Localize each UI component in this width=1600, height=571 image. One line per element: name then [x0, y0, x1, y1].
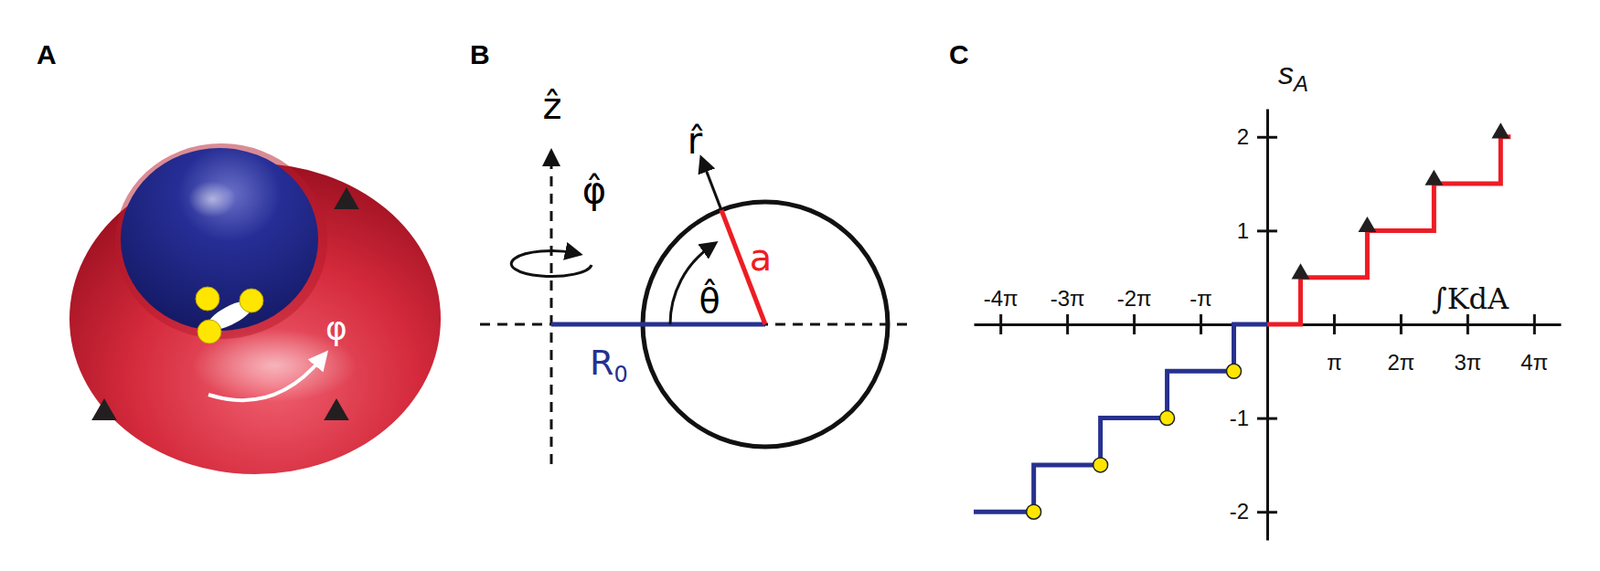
horizontal-axis: [480, 323, 915, 327]
x-tick: -2π: [1117, 286, 1152, 335]
y-tick-label: -1: [1229, 405, 1249, 431]
x-tick-label: -π: [1189, 286, 1213, 311]
y-axis-title: sA: [1278, 55, 1309, 96]
y-tick-mark: [1257, 229, 1278, 233]
panel-a: φ: [69, 143, 441, 475]
dimple-rim: [115, 143, 328, 340]
panel-label: A: [36, 39, 57, 70]
step-line: [973, 324, 1268, 512]
r0-text: R: [589, 342, 614, 384]
defect-circle: [197, 320, 222, 344]
r0-line: [551, 322, 766, 328]
x-tick-mark: [1466, 314, 1470, 335]
y-tick: 1: [1237, 218, 1278, 244]
circle-marker: [1226, 363, 1242, 379]
x-tick-label: 4π: [1520, 350, 1548, 375]
y-title-text: s: [1278, 55, 1294, 91]
triangle-marker: [1491, 122, 1510, 139]
r-label: r̂: [687, 119, 704, 162]
y-tick-label: -2: [1229, 499, 1249, 524]
z-label: ẑ: [543, 85, 563, 128]
defect-circle: [195, 287, 220, 311]
dimple-highlight: [188, 181, 236, 218]
panel-b: ẑ φ̂ r̂ a θ̂ R0: [480, 85, 915, 465]
triangle-marker: [1424, 170, 1443, 186]
x-tick-label: 2π: [1386, 350, 1415, 375]
circle-marker: [1160, 411, 1175, 427]
dimple: [120, 148, 319, 331]
x-tick-label: -3π: [1050, 286, 1086, 311]
x-tick-label: -2π: [1117, 286, 1152, 311]
x-tick-mark: [1533, 314, 1536, 335]
figure: ABCφẑφ̂r̂aθ̂R0-4π-3π-2π-ππ2π3π4π-2-112sA…: [0, 0, 1600, 571]
x-tick-mark: [1199, 314, 1203, 335]
r0-subscript: 0: [613, 362, 628, 388]
x-tick: 3π: [1453, 314, 1482, 375]
z-axis: [550, 157, 554, 465]
x-tick: -4π: [983, 286, 1019, 335]
x-tick-mark: [1399, 314, 1403, 335]
phi-label: φ: [325, 309, 348, 348]
r0-label: R0: [589, 342, 629, 388]
step-line: [1267, 137, 1511, 325]
y-title-subscript: A: [1291, 71, 1309, 96]
x-tick: 2π: [1386, 314, 1415, 375]
x-tick: -3π: [1050, 286, 1086, 335]
circle-marker: [1026, 504, 1042, 520]
y-tick-mark: [1257, 417, 1278, 421]
y-tick: -1: [1229, 405, 1278, 431]
y-tick-mark: [1257, 136, 1278, 139]
phi-hat-label: φ̂: [582, 169, 607, 212]
circle-marker: [1093, 458, 1109, 473]
x-tick-label: 3π: [1453, 350, 1482, 375]
defect-triangle: [323, 398, 350, 421]
x-tick-mark: [1132, 314, 1136, 335]
defect-triangle: [333, 187, 360, 210]
phi-rotation: [511, 251, 592, 278]
defect-circle: [239, 288, 264, 313]
x-tick-label: -4π: [983, 286, 1019, 311]
defect-triangle: [91, 398, 118, 421]
x-tick-mark: [999, 314, 1003, 335]
x-tick: 4π: [1520, 314, 1548, 375]
y-tick: 2: [1237, 124, 1278, 150]
panel-label: C: [949, 39, 970, 70]
panel-label: B: [469, 39, 491, 70]
a-label: a: [749, 236, 773, 279]
x-tick: π: [1326, 314, 1343, 375]
y-tick-label: 2: [1237, 124, 1249, 150]
plot-area: [973, 122, 1511, 520]
panel-c: -4π -3π -2π -π π 2π 3π 4π -2 -1 1 2 sA ∫KdA: [973, 55, 1562, 542]
r-arrow: [703, 163, 722, 211]
y-tick: -2: [1229, 499, 1278, 524]
x-tick: -π: [1189, 286, 1213, 335]
x-axis-title: ∫KdA: [1431, 281, 1510, 317]
triangle-marker: [1358, 216, 1377, 233]
x-tick-mark: [1333, 314, 1336, 335]
x-tick-mark: [1066, 314, 1069, 335]
phi-arrow: [208, 358, 322, 401]
theta-label: θ̂: [698, 278, 720, 321]
y-tick-mark: [1257, 511, 1278, 514]
y-tick-label: 1: [1237, 218, 1249, 244]
triangle-marker: [1291, 263, 1311, 279]
x-tick-label: π: [1326, 350, 1343, 375]
